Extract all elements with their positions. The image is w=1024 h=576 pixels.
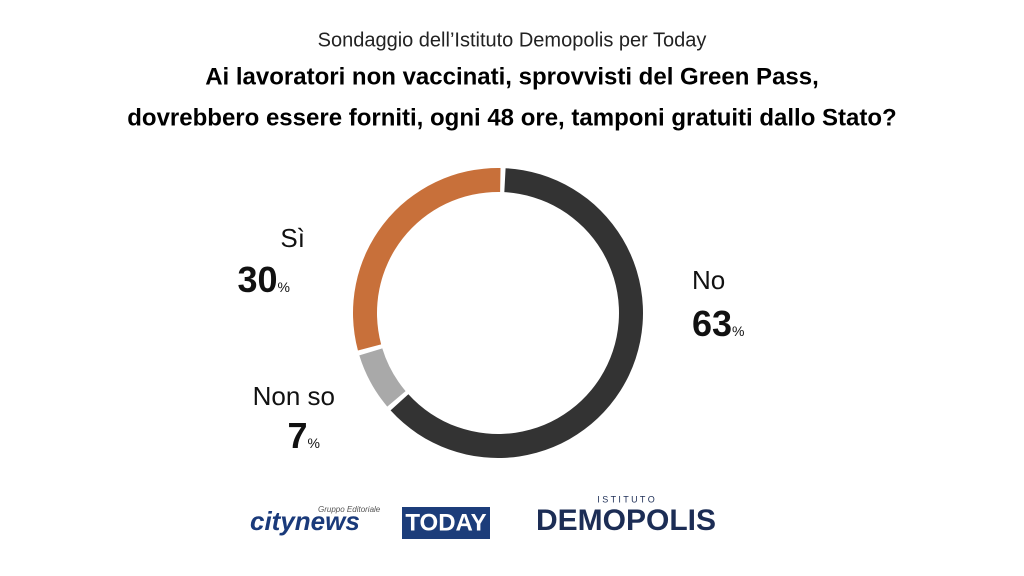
value-unit: % — [278, 279, 290, 295]
category-label: Non so — [253, 381, 335, 411]
value-unit: % — [308, 435, 320, 451]
donut-segment — [390, 168, 644, 458]
logo-today: TODAY — [405, 509, 486, 536]
category-label: Sì — [280, 223, 305, 253]
logo-tag: I S T I T U T O — [597, 494, 655, 504]
logo-citynews: citynews — [250, 506, 360, 536]
value-label: 7% — [288, 415, 320, 456]
category-label: No — [692, 265, 725, 295]
donut-segment — [359, 348, 406, 407]
chart-title: dovrebbero essere forniti, ogni 48 ore, … — [127, 104, 896, 131]
logo-tag: Gruppo Editoriale — [318, 505, 381, 514]
value-label: 63% — [692, 303, 745, 344]
value-number: 7 — [288, 415, 308, 456]
value-number: 63 — [692, 303, 732, 344]
chart-subtitle: Sondaggio dell’Istituto Demopolis per To… — [318, 29, 707, 51]
logo-box — [402, 507, 490, 539]
value-label: 30% — [238, 259, 291, 300]
chart-title: Ai lavoratori non vaccinati, sprovvisti … — [205, 63, 819, 90]
donut-segment — [353, 168, 501, 351]
value-number: 30 — [238, 259, 278, 300]
logo-demopolis: DEMOPOLIS — [536, 504, 716, 537]
logos: Gruppo Editoriale citynews TODAY I S T I… — [250, 494, 716, 539]
value-unit: % — [732, 323, 744, 339]
